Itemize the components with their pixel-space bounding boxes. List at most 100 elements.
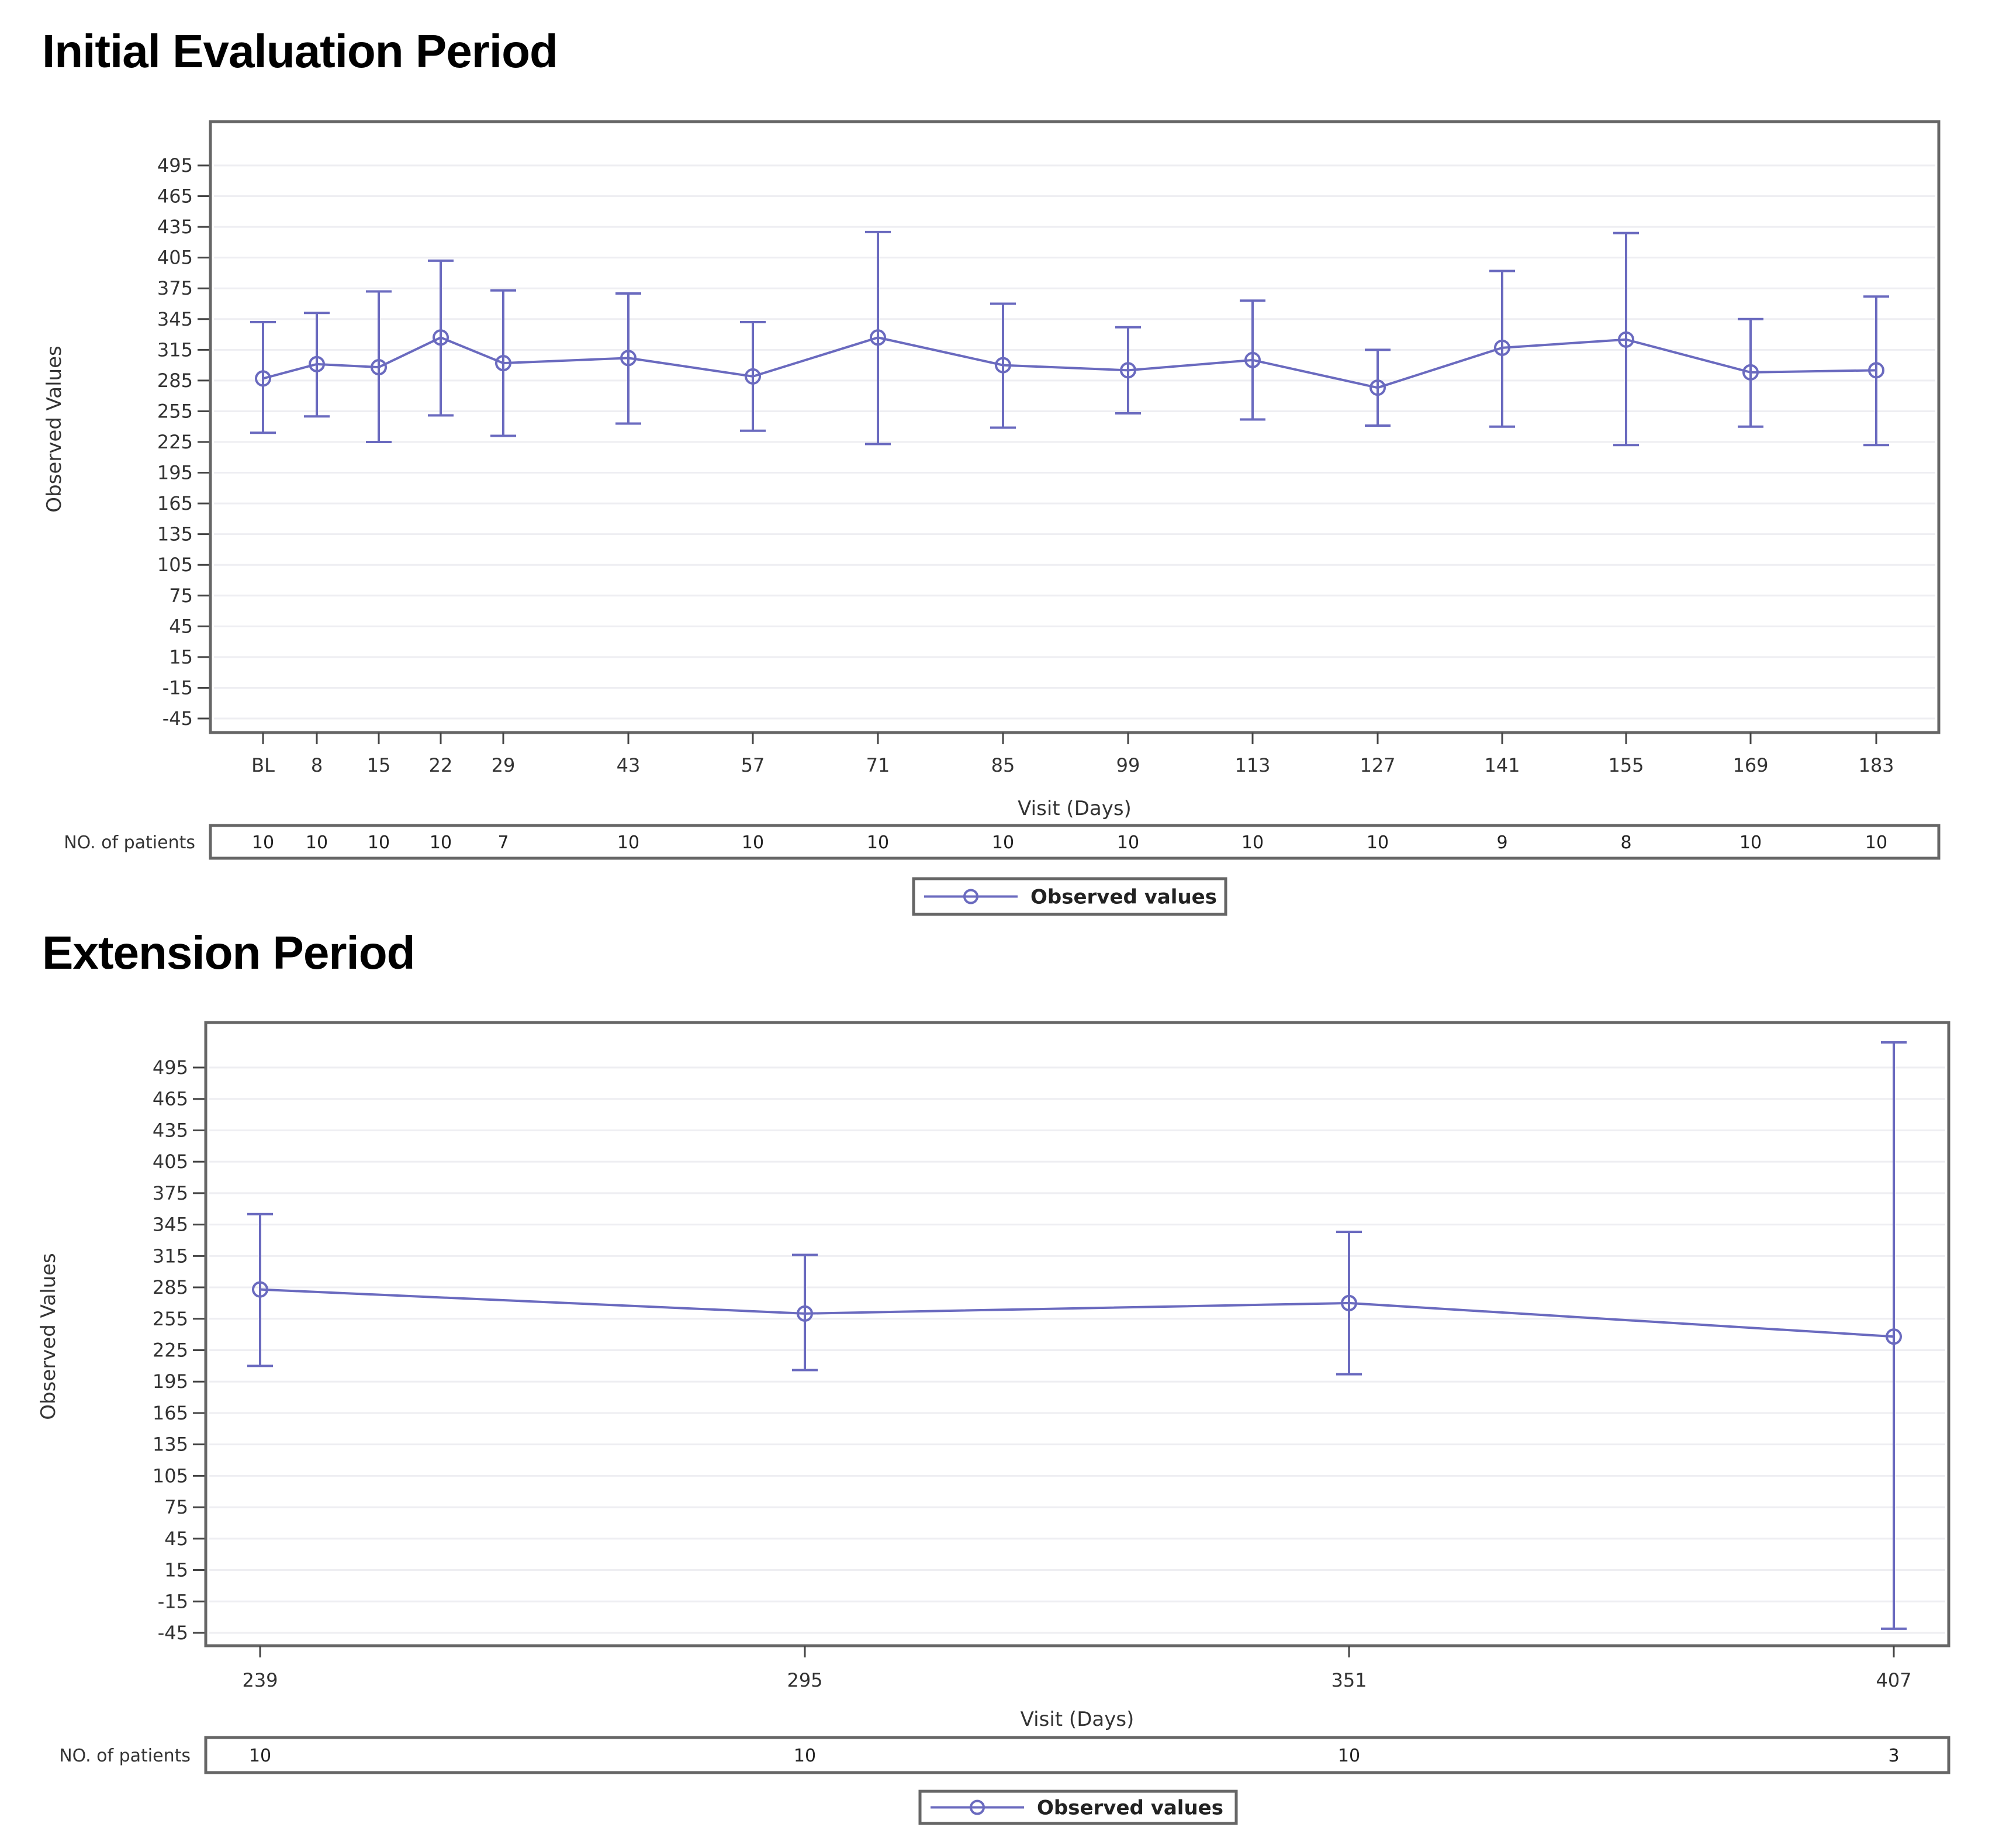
y-tick-label: 405 [153, 1151, 188, 1173]
patients-row: NO. of patients 10 10 10 10 7 10 10 10 10 10 10 10 9 8… [64, 824, 1941, 860]
legend-marker-icon [963, 889, 978, 904]
x-tick-label: 183 [1858, 754, 1894, 776]
x-tick-label: 43 [617, 754, 641, 776]
x-axis-title: Visit (Days) [1021, 1708, 1135, 1731]
data-point-marker [1244, 351, 1261, 368]
data-point-marker [252, 1281, 268, 1298]
data-point-marker [1886, 1328, 1902, 1345]
x-tick-label: 85 [991, 754, 1015, 776]
y-tick-label: 345 [153, 1214, 188, 1236]
y-tick-label: 315 [153, 1245, 188, 1267]
series-observed-values [250, 230, 1889, 447]
y-tick-label: 285 [157, 369, 193, 392]
y-tick-label: -15 [158, 1590, 188, 1612]
x-tick-label: 169 [1732, 754, 1768, 776]
x-tick-label: 141 [1484, 754, 1520, 776]
data-point-marker [1494, 339, 1510, 356]
x-tick-label: 71 [866, 754, 890, 776]
y-tick-label: 435 [157, 216, 193, 238]
y-tick-label: 255 [153, 1308, 188, 1330]
x-tick-label: 295 [787, 1669, 822, 1691]
legend: Observed values [912, 877, 1227, 916]
x-tick-label: 8 [311, 754, 323, 776]
patients-count: 7 [497, 833, 509, 853]
y-tick-label: 225 [153, 1339, 188, 1362]
data-point-marker [1618, 331, 1634, 348]
data-point-marker [797, 1305, 813, 1322]
patients-count: 10 [306, 833, 328, 853]
series-line [262, 336, 1877, 389]
y-tick-label: 195 [157, 462, 193, 484]
x-axis-ticks: 239 295 351 407 [242, 1646, 1912, 1691]
y-tick-label: 465 [157, 185, 193, 208]
patients-count: 10 [1739, 833, 1762, 853]
x-axis-ticks: BL 8 15 22 29 43 57 71 85 99 113 127 141 155 169 183 [251, 733, 1894, 776]
y-tick-label: -15 [162, 676, 193, 699]
plot-area [206, 1023, 1949, 1646]
y-axis-title: Observed Values [43, 346, 66, 512]
x-tick-label: 155 [1608, 754, 1644, 776]
patients-count: 10 [430, 833, 452, 853]
legend-label: Observed values [1030, 886, 1217, 909]
data-point-marker [371, 359, 387, 376]
y-tick-label: 405 [157, 247, 193, 269]
y-tick-label: 255 [157, 400, 193, 422]
y-tick-label: 135 [153, 1434, 188, 1456]
y-tick-label: 15 [169, 646, 193, 668]
patients-count: 10 [1241, 833, 1264, 853]
patients-count: 10 [794, 1746, 816, 1766]
y-tick-label: 165 [157, 492, 193, 514]
legend-label: Observed values [1037, 1797, 1223, 1820]
y-tick-label: 285 [153, 1276, 188, 1298]
patients-count: 8 [1620, 833, 1631, 853]
x-tick-label: 22 [429, 754, 453, 776]
patients-count: 10 [617, 833, 639, 853]
patients-count: 9 [1496, 833, 1507, 853]
patients-count: 10 [1338, 1746, 1360, 1766]
data-point-marker [995, 357, 1011, 374]
x-tick-label: BL [251, 754, 275, 776]
y-tick-label: 45 [164, 1528, 188, 1550]
y-axis-title: Observed Values [37, 1253, 60, 1419]
y-tick-label: 195 [153, 1370, 188, 1393]
data-point-marker [870, 329, 886, 346]
y-tick-label: 225 [157, 431, 193, 453]
patients-count: 10 [867, 833, 889, 853]
gridlines [209, 1066, 1945, 1634]
y-tick-label: 495 [157, 154, 193, 177]
x-axis-title: Visit (Days) [1018, 797, 1132, 820]
data-point-marker [255, 370, 271, 387]
plot-frame [204, 1021, 1950, 1647]
x-tick-label: 127 [1360, 754, 1395, 776]
series-observed-values [247, 1041, 1907, 1630]
patients-count: 10 [368, 833, 390, 853]
y-tick-label: 465 [153, 1088, 188, 1110]
initial-evaluation-period-title: Initial Evaluation Period [42, 25, 558, 77]
x-tick-label: 99 [1116, 754, 1140, 776]
y-tick-label: 105 [157, 554, 193, 576]
patients-row: NO. of patients 10 10 10 3 [59, 1736, 1950, 1774]
data-point-marker [620, 350, 637, 367]
plot-area [210, 122, 1939, 733]
x-tick-label: 113 [1234, 754, 1270, 776]
x-tick-label: 15 [367, 754, 391, 776]
x-tick-label: 407 [1876, 1669, 1911, 1691]
patients-count: 10 [992, 833, 1014, 853]
y-tick-label: 15 [164, 1559, 188, 1581]
y-tick-label: 345 [157, 308, 193, 330]
y-axis-ticks: 495 465 435 405 375 345 315 285 255 225 195 165 135 1… [153, 1056, 206, 1644]
patients-row-box [209, 824, 1941, 860]
initial-evaluation-chart: 495 465 435 405 375 345 315 285 255 225 195 165 135 1… [43, 120, 1941, 916]
patients-row-label: NO. of patients [64, 833, 195, 853]
y-tick-label: 165 [153, 1402, 188, 1424]
x-tick-label: 29 [492, 754, 516, 776]
patients-count: 10 [1367, 833, 1389, 853]
patients-row-label: NO. of patients [59, 1746, 191, 1766]
y-tick-label: 75 [169, 585, 193, 607]
data-point-marker [495, 355, 511, 372]
data-point-marker [1341, 1294, 1357, 1311]
patients-count: 10 [742, 833, 764, 853]
y-tick-label: -45 [162, 707, 193, 730]
y-tick-label: 435 [153, 1119, 188, 1141]
y-axis-ticks: 495 465 435 405 375 345 315 285 255 225 195 165 135 1… [157, 154, 210, 730]
